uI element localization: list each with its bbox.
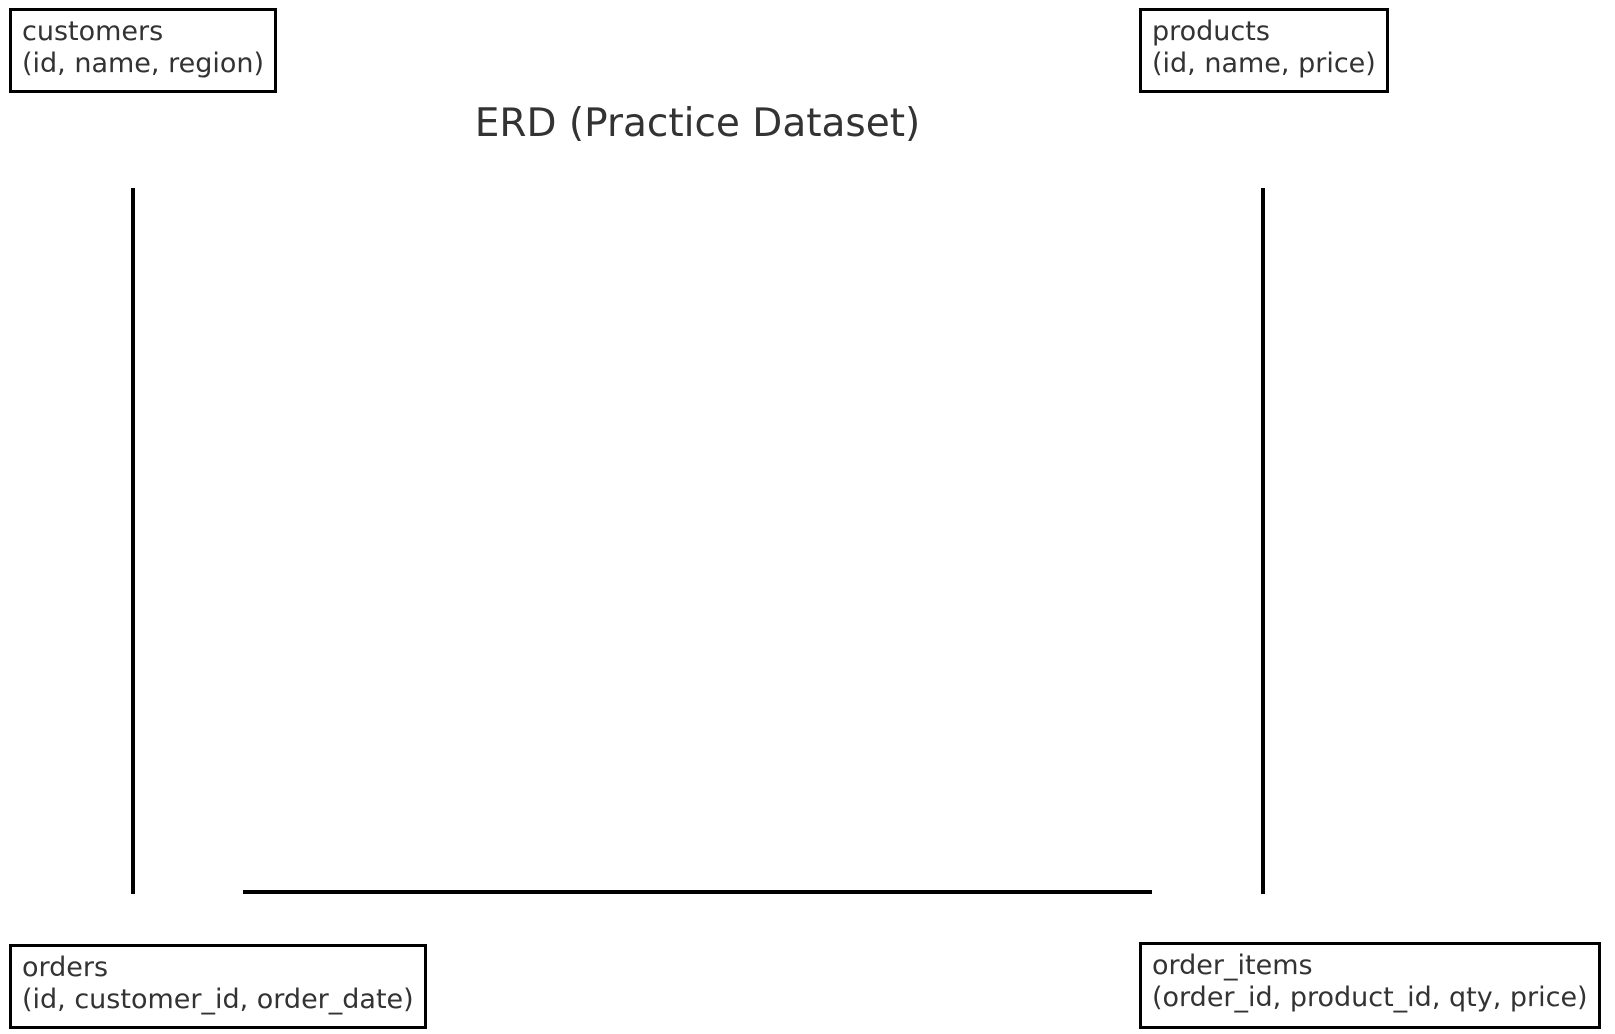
- entity-fields: (order_id, product_id, qty, price): [1152, 982, 1588, 1013]
- entity-customers: customers (id, name, region): [9, 8, 277, 93]
- entity-fields: (id, name, region): [22, 48, 264, 79]
- entity-products: products (id, name, price): [1139, 8, 1389, 93]
- entity-name: customers: [22, 16, 164, 47]
- entity-orders: orders (id, customer_id, order_date): [9, 944, 427, 1029]
- entity-name: products: [1152, 16, 1270, 47]
- entity-name: order_items: [1152, 950, 1313, 981]
- entity-order-items: order_items (order_id, product_id, qty, …: [1139, 942, 1601, 1029]
- entity-name: orders: [22, 952, 109, 983]
- entity-fields: (id, customer_id, order_date): [22, 984, 414, 1015]
- diagram-title: ERD (Practice Dataset): [474, 101, 921, 146]
- entity-fields: (id, name, price): [1152, 48, 1376, 79]
